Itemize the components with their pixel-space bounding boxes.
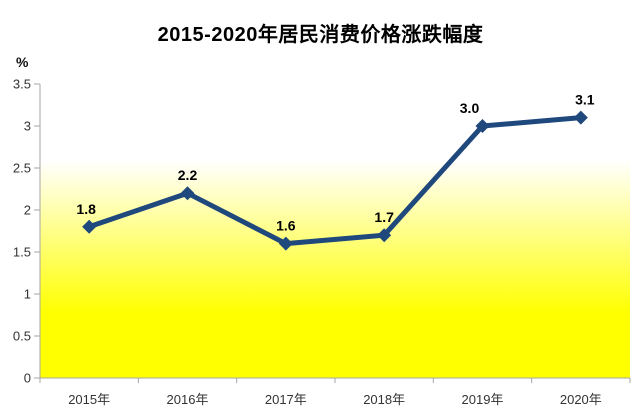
x-axis-label: 2015年 [68, 392, 110, 407]
data-point-marker [180, 186, 195, 201]
y-tick-label: 2.5 [13, 161, 31, 176]
data-point-label: 2.2 [178, 167, 198, 183]
y-tick-label: 3.5 [13, 77, 31, 92]
data-point-marker [573, 110, 588, 125]
data-point-marker [475, 119, 490, 133]
y-tick-label: 2 [24, 203, 31, 218]
y-axis-unit-label: % [16, 54, 29, 70]
y-tick-label: 0 [24, 371, 31, 386]
series-line [86, 115, 584, 247]
data-point-label: 1.8 [76, 201, 96, 217]
y-tick-label: 0.5 [13, 329, 31, 344]
y-tick-label: 1.5 [13, 245, 31, 260]
data-point-label: 1.7 [374, 209, 394, 225]
y-tick-label: 1 [24, 287, 31, 302]
data-point-marker [278, 236, 293, 251]
y-tick-label: 3 [24, 119, 31, 134]
data-point-label: 3.1 [575, 92, 595, 108]
x-axis-label: 2019年 [462, 392, 504, 407]
data-point-label: 1.6 [276, 218, 296, 234]
data-point-label: 3.0 [460, 100, 480, 116]
x-axis-label: 2016年 [167, 392, 209, 407]
data-point-marker [82, 219, 97, 234]
chart-title: 2015-2020年居民消费价格涨跌幅度 [157, 24, 484, 46]
plot-area [40, 84, 630, 378]
x-axis-label: 2020年 [560, 392, 602, 407]
data-point-marker [377, 228, 392, 243]
x-axis-label: 2018年 [363, 392, 405, 407]
x-axis-label: 2017年 [265, 392, 307, 407]
